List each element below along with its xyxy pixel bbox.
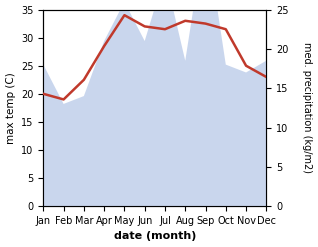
X-axis label: date (month): date (month)	[114, 231, 196, 242]
Y-axis label: max temp (C): max temp (C)	[5, 72, 16, 144]
Y-axis label: med. precipitation (kg/m2): med. precipitation (kg/m2)	[302, 42, 313, 173]
